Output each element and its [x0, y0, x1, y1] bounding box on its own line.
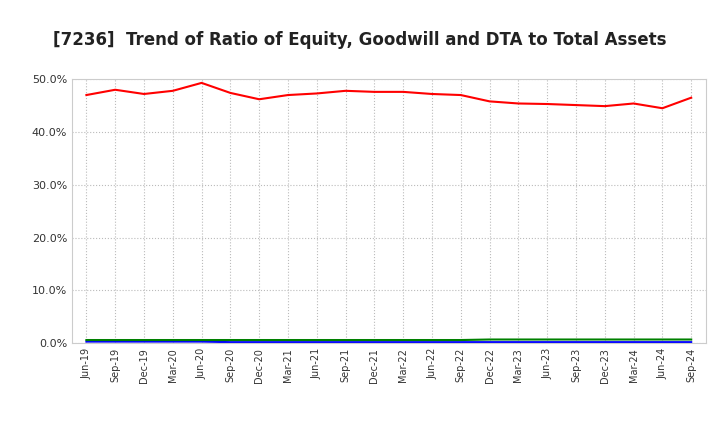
Equity	[168, 88, 177, 93]
Equity	[312, 91, 321, 96]
Goodwill	[312, 340, 321, 345]
Goodwill	[456, 340, 465, 345]
Equity	[341, 88, 350, 93]
Goodwill	[370, 340, 379, 345]
Equity	[485, 99, 494, 104]
Equity	[226, 90, 235, 95]
Equity	[82, 92, 91, 98]
Deferred Tax Assets	[312, 337, 321, 343]
Goodwill	[226, 340, 235, 345]
Deferred Tax Assets	[197, 337, 206, 343]
Goodwill	[284, 340, 292, 345]
Equity	[399, 89, 408, 95]
Line: Equity: Equity	[86, 83, 691, 108]
Goodwill	[111, 339, 120, 344]
Goodwill	[600, 340, 609, 345]
Equity	[658, 106, 667, 111]
Deferred Tax Assets	[284, 337, 292, 343]
Deferred Tax Assets	[543, 337, 552, 342]
Deferred Tax Assets	[226, 337, 235, 343]
Text: [7236]  Trend of Ratio of Equity, Goodwill and DTA to Total Assets: [7236] Trend of Ratio of Equity, Goodwil…	[53, 31, 667, 49]
Goodwill	[140, 339, 148, 344]
Deferred Tax Assets	[255, 337, 264, 343]
Goodwill	[255, 340, 264, 345]
Equity	[629, 101, 638, 106]
Equity	[284, 92, 292, 98]
Deferred Tax Assets	[140, 337, 148, 343]
Deferred Tax Assets	[82, 337, 91, 343]
Goodwill	[399, 340, 408, 345]
Equity	[600, 103, 609, 109]
Line: Goodwill: Goodwill	[86, 341, 691, 342]
Equity	[140, 92, 148, 97]
Goodwill	[82, 339, 91, 344]
Equity	[197, 80, 206, 85]
Goodwill	[543, 340, 552, 345]
Equity	[572, 103, 580, 108]
Goodwill	[168, 339, 177, 344]
Deferred Tax Assets	[111, 337, 120, 343]
Deferred Tax Assets	[658, 337, 667, 342]
Goodwill	[658, 340, 667, 345]
Deferred Tax Assets	[456, 337, 465, 343]
Deferred Tax Assets	[399, 337, 408, 343]
Equity	[255, 97, 264, 102]
Deferred Tax Assets	[168, 337, 177, 343]
Equity	[456, 92, 465, 98]
Goodwill	[687, 340, 696, 345]
Goodwill	[629, 340, 638, 345]
Goodwill	[514, 340, 523, 345]
Deferred Tax Assets	[370, 337, 379, 343]
Deferred Tax Assets	[600, 337, 609, 342]
Deferred Tax Assets	[629, 337, 638, 342]
Equity	[687, 95, 696, 100]
Deferred Tax Assets	[687, 337, 696, 342]
Deferred Tax Assets	[514, 337, 523, 342]
Goodwill	[341, 340, 350, 345]
Goodwill	[572, 340, 580, 345]
Goodwill	[428, 340, 436, 345]
Goodwill	[485, 340, 494, 345]
Equity	[111, 87, 120, 92]
Deferred Tax Assets	[572, 337, 580, 342]
Equity	[428, 92, 436, 97]
Equity	[370, 89, 379, 95]
Deferred Tax Assets	[485, 337, 494, 342]
Deferred Tax Assets	[341, 337, 350, 343]
Deferred Tax Assets	[428, 337, 436, 343]
Goodwill	[197, 339, 206, 344]
Equity	[543, 101, 552, 106]
Equity	[514, 101, 523, 106]
